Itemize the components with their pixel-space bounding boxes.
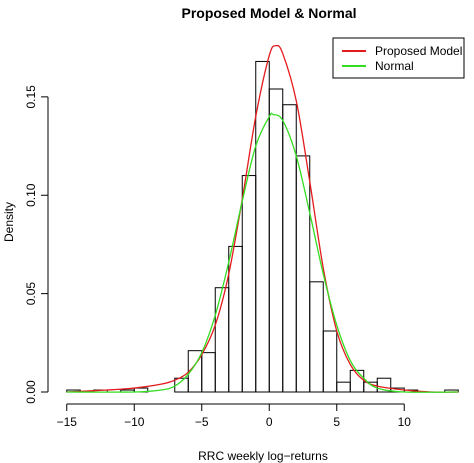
density-curves	[66, 44, 459, 393]
chart-title: Proposed Model & Normal	[181, 5, 356, 21]
x-tick-label: 0	[266, 415, 273, 429]
y-axis-title: Density	[2, 202, 16, 242]
legend-label-proposed-model: Proposed Model	[375, 44, 462, 58]
histogram-bars	[66, 60, 459, 393]
x-tick-label: −10	[124, 415, 145, 429]
normal-curve	[66, 112, 459, 393]
y-tick-label: 0.00	[24, 380, 38, 404]
y-tick-label: 0.05	[24, 282, 38, 306]
proposed-model-curve	[66, 44, 459, 393]
histogram-bar	[295, 155, 311, 393]
y-tick-label: 0.10	[24, 183, 38, 207]
x-tick-label: 10	[398, 415, 412, 429]
legend-box	[332, 37, 465, 79]
histogram-bar	[376, 377, 392, 393]
y-tick-label: 0.15	[24, 85, 38, 109]
histogram-bar	[241, 175, 257, 393]
x-tick-label: 5	[333, 415, 340, 429]
x-tick-label: −15	[57, 415, 78, 429]
legend-label-normal: Normal	[375, 59, 414, 73]
histogram-bar	[322, 330, 338, 393]
x-axis: −15 −10 −5 0 5 10	[57, 403, 412, 429]
histogram-bar	[336, 381, 351, 393]
y-axis: 0.00 0.05 0.10 0.15	[24, 85, 49, 404]
x-axis-title: RRC weekly log−returns	[198, 449, 328, 463]
histogram-bar	[268, 88, 284, 393]
x-tick-label: −5	[195, 415, 209, 429]
histogram-bar	[228, 245, 243, 393]
histogram-bar	[309, 281, 324, 393]
histogram-bar	[201, 352, 216, 393]
histogram-bar	[255, 60, 270, 393]
